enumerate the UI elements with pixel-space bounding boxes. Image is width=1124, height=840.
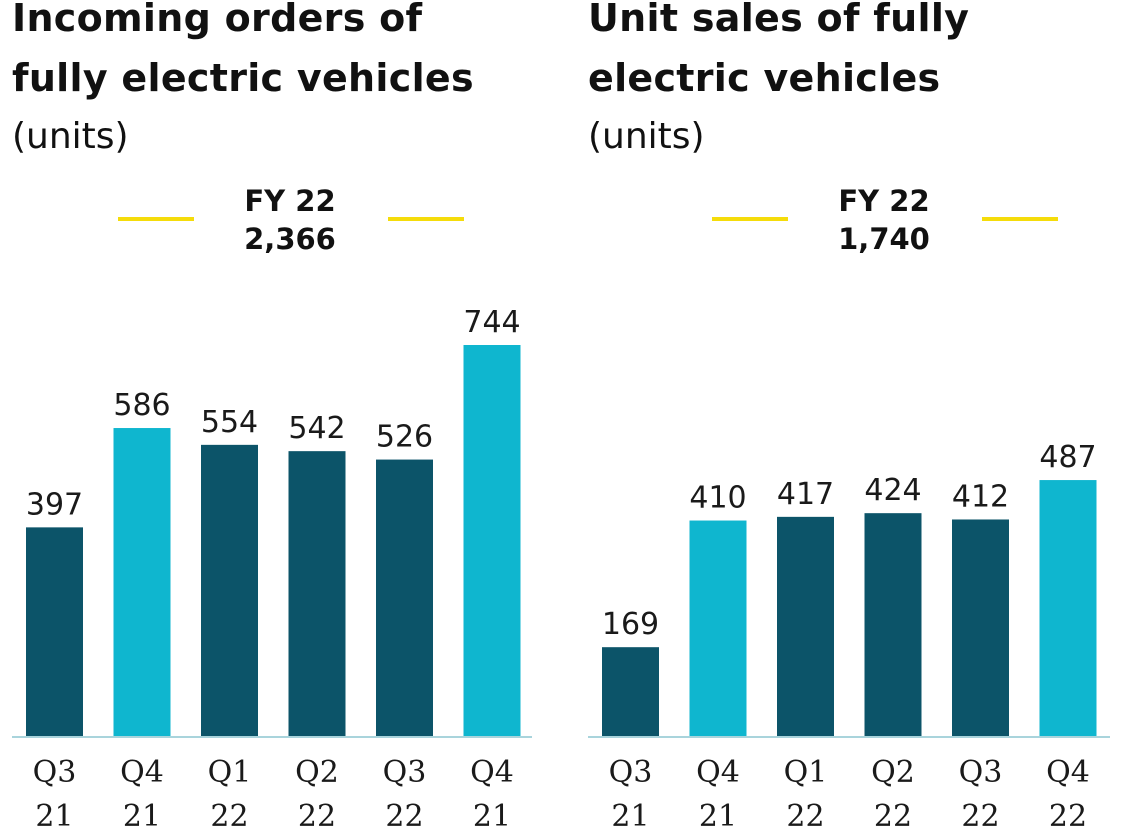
bar-value-label: 554	[201, 405, 258, 440]
bar-q4-21	[689, 520, 747, 736]
x-tick-year: 22	[385, 799, 423, 834]
x-tick-quarter: Q1	[784, 755, 828, 790]
fy-summary-label: FY 22	[244, 184, 336, 218]
bar-q4-21	[113, 428, 171, 736]
bar-value-label: 487	[1039, 440, 1096, 475]
bar-q3-22	[952, 519, 1009, 736]
x-tick-quarter: Q4	[1046, 755, 1090, 790]
title-line-2: electric vehicles	[588, 56, 941, 100]
unit-sales-panel: Unit sales of fully electric vehicles (u…	[576, 0, 1124, 840]
bar-value-label: 417	[777, 477, 834, 512]
bar-q1-22	[777, 516, 834, 736]
bar-q3-21	[602, 647, 659, 736]
chart-title: Incoming orders of fully electric vehicl…	[12, 0, 474, 108]
bar-value-label: 410	[689, 481, 746, 516]
bar-q4-22	[1039, 480, 1097, 736]
fy-accent-line-right	[982, 217, 1058, 221]
fy-summary: FY 22 2,366	[210, 182, 370, 258]
bar-value-label: 542	[288, 411, 345, 446]
bar-q3-21	[26, 527, 83, 736]
fy-accent-line-left	[712, 217, 788, 221]
x-tick-year: 22	[786, 799, 824, 834]
bar-value-label: 424	[864, 473, 921, 508]
x-tick-year: 22	[210, 799, 248, 834]
title-line-2: fully electric vehicles	[12, 56, 474, 100]
fy-accent-line-left	[118, 217, 194, 221]
x-tick-year: 22	[1049, 799, 1087, 834]
title-line-1: Incoming orders of	[12, 0, 423, 40]
x-tick-quarter: Q3	[959, 755, 1003, 790]
fy-accent-line-right	[388, 217, 464, 221]
bar-value-label: 586	[113, 388, 170, 423]
unit-label: (units)	[12, 116, 129, 157]
x-tick-quarter: Q3	[33, 755, 77, 790]
bar-q2-22	[864, 513, 922, 736]
chart-title: Unit sales of fully electric vehicles	[588, 0, 969, 108]
x-tick-year: 22	[298, 799, 336, 834]
bar-value-label: 744	[463, 305, 520, 340]
unit-label: (units)	[588, 116, 705, 157]
bar-q2-22	[288, 451, 346, 736]
x-tick-quarter: Q2	[295, 755, 339, 790]
x-tick-year: 22	[874, 799, 912, 834]
bar-q3-22	[376, 459, 433, 736]
x-tick-quarter: Q4	[470, 755, 514, 790]
x-tick-year: 21	[123, 799, 161, 834]
bar-q4-21	[463, 345, 521, 736]
x-tick-year: 21	[35, 799, 73, 834]
x-tick-year: 21	[473, 799, 511, 834]
bar-q1-22	[201, 444, 258, 736]
incoming-orders-panel: Incoming orders of fully electric vehicl…	[0, 0, 560, 840]
x-tick-quarter: Q4	[120, 755, 164, 790]
fy-summary-value: 1,740	[838, 222, 930, 256]
incoming-orders-bar-chart: 397 Q3 21 586 Q4 21 554 Q1 22 542 Q2 22 526 Q3 22 744 Q4…	[12, 305, 532, 834]
fy-summary: FY 22 1,740	[804, 182, 964, 258]
x-tick-quarter: Q3	[383, 755, 427, 790]
x-tick-year: 21	[699, 799, 737, 834]
bar-value-label: 397	[26, 487, 83, 522]
title-line-1: Unit sales of fully	[588, 0, 970, 40]
x-tick-quarter: Q2	[871, 755, 915, 790]
fy-summary-label: FY 22	[838, 184, 930, 218]
unit-sales-bar-chart: 169 Q3 21 410 Q4 21 417 Q1 22 424 Q2 22 412 Q3 22 487 Q4…	[588, 440, 1110, 834]
x-tick-quarter: Q3	[609, 755, 653, 790]
bar-value-label: 526	[376, 420, 433, 455]
bar-value-label: 412	[952, 479, 1009, 514]
x-tick-quarter: Q1	[208, 755, 252, 790]
x-tick-year: 21	[611, 799, 649, 834]
x-tick-year: 22	[961, 799, 999, 834]
bar-value-label: 169	[602, 607, 659, 642]
fy-summary-value: 2,366	[244, 222, 336, 256]
x-tick-quarter: Q4	[696, 755, 740, 790]
